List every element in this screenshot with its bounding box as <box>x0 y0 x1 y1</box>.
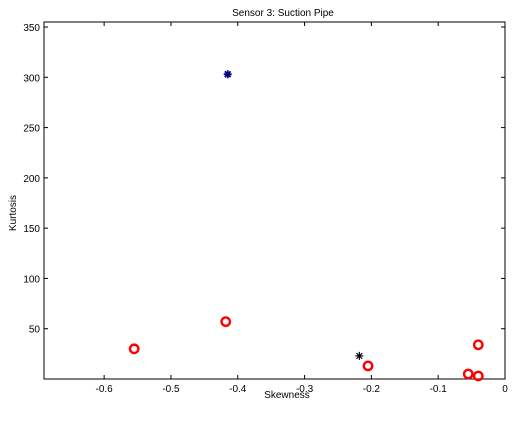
data-points <box>128 70 484 382</box>
y-tick-label: 250 <box>23 124 40 135</box>
x-tick-label: -0.1 <box>430 384 448 395</box>
y-tick-label: 50 <box>29 325 41 336</box>
x-tick-label: -0.3 <box>296 384 314 395</box>
x-axis-label: Skewness <box>264 390 310 401</box>
x-tick-label: 0 <box>502 384 508 395</box>
chart-title: Sensor 3: Suction Pipe <box>232 8 334 19</box>
x-tick-label: -0.5 <box>162 384 180 395</box>
y-tick-label: 150 <box>23 224 40 235</box>
y-tick-label: 350 <box>23 23 40 34</box>
axes: -0.6 -0.5 -0.4 -0.3 -0.2 -0.1 0 50 100 150 200 250 3… <box>23 21 508 395</box>
circle-point <box>472 339 484 351</box>
asterisk-point <box>223 70 232 79</box>
y-tick-label: 100 <box>23 274 40 285</box>
x-tick-label: -0.4 <box>229 384 247 395</box>
y-tick-label: 200 <box>23 174 40 185</box>
y-tick-label: 300 <box>23 73 40 84</box>
circle-point <box>128 343 140 355</box>
circle-point <box>362 360 374 372</box>
asterisk-point <box>355 351 364 360</box>
x-tick-label: -0.6 <box>96 384 114 395</box>
circle-point <box>220 316 232 328</box>
x-tick-label: -0.2 <box>363 384 381 395</box>
circle-point <box>472 370 484 382</box>
plot-frame <box>43 21 506 380</box>
circle-point <box>462 368 474 380</box>
y-axis-label: Kurtosis <box>8 195 19 231</box>
